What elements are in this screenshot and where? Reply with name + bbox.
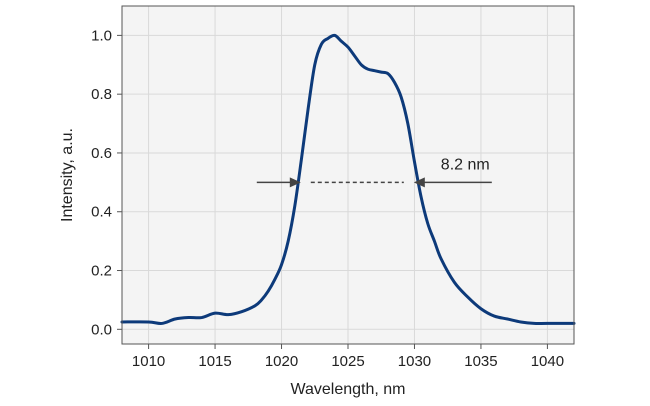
left-arrow-head — [289, 177, 301, 188]
x-tick-label: 1010 — [132, 353, 165, 370]
y-axis-label: Intensity, a.u. — [59, 128, 76, 222]
y-tick-labels: 0.0 0.2 0.4 0.6 0.8 1.0 — [91, 27, 112, 338]
x-tick-labels: 1010 1015 1020 1025 1030 1035 1040 — [132, 353, 564, 370]
fwhm-label: 8.2 nm — [441, 156, 490, 173]
x-tick-label: 1035 — [464, 353, 497, 370]
y-tick-label: 0.4 — [91, 204, 112, 221]
x-axis-label: Wavelength, nm — [290, 381, 405, 398]
right-arrow-head — [413, 177, 425, 188]
y-tick-label: 0.2 — [91, 263, 112, 280]
y-tick-label: 1.0 — [91, 27, 112, 44]
plot-frame — [121, 5, 575, 345]
grid — [122, 6, 574, 344]
y-tick-label: 0.8 — [91, 86, 112, 103]
x-tick-label: 1025 — [331, 353, 364, 370]
x-tick-label: 1020 — [265, 353, 298, 370]
x-tick-label: 1015 — [198, 353, 231, 370]
y-tick-label: 0.6 — [91, 145, 112, 162]
x-tick-label: 1030 — [398, 353, 431, 370]
spectrum-line — [120, 33, 576, 326]
x-tick-label: 1040 — [531, 353, 564, 370]
fwhm-annotation: 8.2 nm — [256, 156, 492, 188]
tick-marks — [117, 34, 548, 349]
y-tick-label: 0.0 — [91, 321, 112, 338]
